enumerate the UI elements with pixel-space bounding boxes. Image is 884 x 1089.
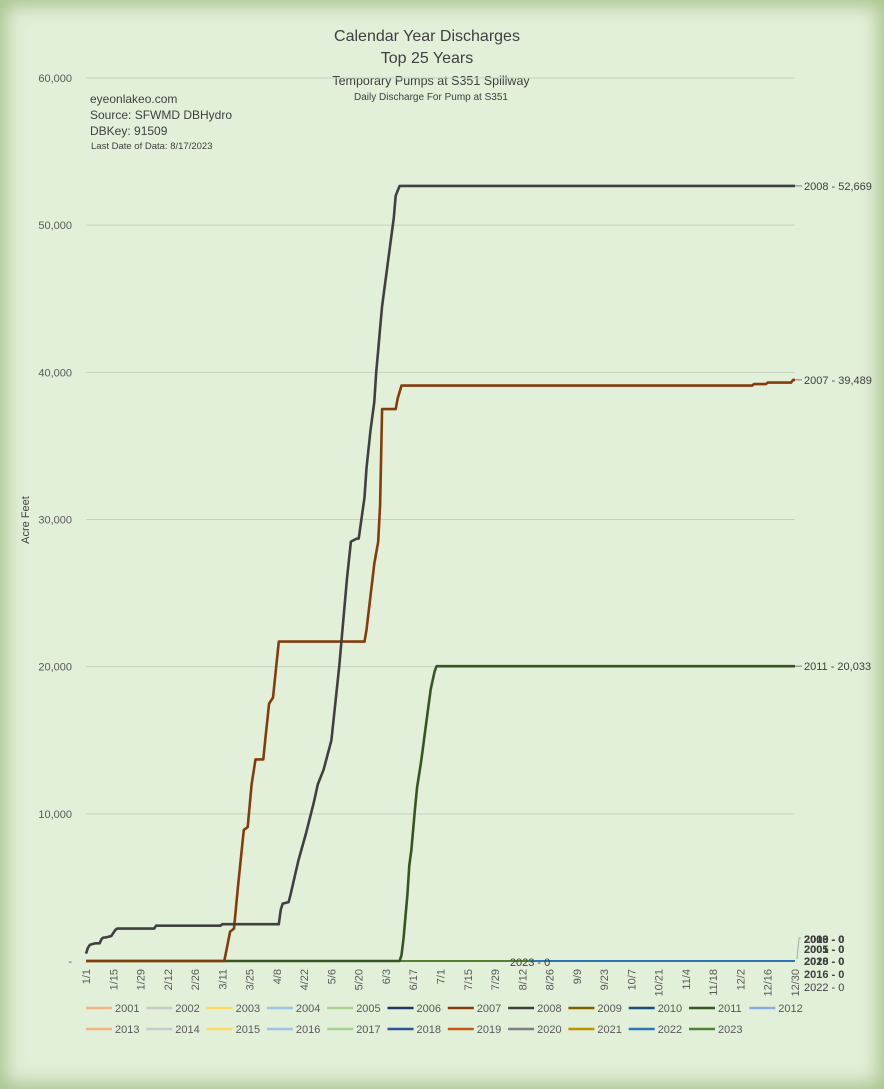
legend-label-2011: 2011 bbox=[718, 1003, 742, 1015]
legend-label-2016: 2016 bbox=[296, 1024, 320, 1036]
legend-label-2022: 2022 bbox=[658, 1024, 682, 1036]
x-tick-label: 1/1 bbox=[81, 969, 93, 984]
info-dbkey: DBKey: 91509 bbox=[90, 124, 168, 138]
legend-label-2019: 2019 bbox=[477, 1024, 501, 1036]
x-tick-label: 11/4 bbox=[681, 969, 693, 990]
legend-label-2021: 2021 bbox=[597, 1024, 621, 1036]
x-tick-label: 4/22 bbox=[299, 969, 311, 990]
info-source: Source: SFWMD DBHydro bbox=[90, 108, 232, 122]
chart-subtitle: Top 25 Years bbox=[381, 50, 474, 67]
x-tick-label: 12/30 bbox=[790, 969, 802, 997]
y-tick-label: 40,000 bbox=[38, 367, 72, 379]
x-tick-label: 3/25 bbox=[245, 969, 257, 990]
x-tick-label: 4/8 bbox=[272, 969, 284, 984]
end-label-zero: 2009 - 0 bbox=[804, 934, 844, 946]
legend-label-2006: 2006 bbox=[417, 1003, 441, 1015]
end-label-zero: 2001 - 0 bbox=[804, 944, 844, 956]
legend-label-2003: 2003 bbox=[236, 1003, 260, 1015]
legend-label-2009: 2009 bbox=[597, 1003, 621, 1015]
series-line-2007 bbox=[86, 378, 795, 963]
x-tick-label: 10/7 bbox=[626, 969, 638, 990]
end-label-zero: 2003 - 0 bbox=[804, 934, 844, 946]
legend-label-2014: 2014 bbox=[175, 1024, 199, 1036]
end-label-zero: 2016 - 0 bbox=[804, 969, 844, 981]
x-tick-label: 5/6 bbox=[326, 969, 338, 984]
end-label: 2007 - 39,489 bbox=[804, 375, 872, 387]
legend-label-2018: 2018 bbox=[417, 1024, 441, 1036]
x-tick-label: 1/15 bbox=[108, 969, 120, 990]
x-tick-label: 2/26 bbox=[190, 969, 202, 990]
legend-label-2008: 2008 bbox=[537, 1003, 561, 1015]
legend-label-2020: 2020 bbox=[537, 1024, 561, 1036]
x-tick-label: 8/12 bbox=[517, 969, 529, 990]
chart-subtitle-2: Temporary Pumps at S351 Spillway bbox=[332, 74, 530, 88]
end-label: 2011 - 20,033 bbox=[804, 661, 871, 673]
y-tick-label: 30,000 bbox=[38, 515, 72, 527]
legend-label-2007: 2007 bbox=[477, 1003, 501, 1015]
end-labels: 2008 - 52,669 2007 - 39,489 2011 - 20,033 2… bbox=[510, 181, 872, 994]
x-tick-label: 10/21 bbox=[654, 969, 666, 997]
legend-label-2012: 2012 bbox=[778, 1003, 802, 1015]
x-tick-label: 11/18 bbox=[708, 969, 720, 996]
y-tick-label: 50,000 bbox=[38, 220, 72, 232]
end-label-zero: 2022 - 0 bbox=[804, 982, 844, 994]
series-line-2011 bbox=[86, 664, 795, 963]
x-tick-label: 6/3 bbox=[381, 969, 393, 984]
end-label-2023: 2023 - 0 bbox=[510, 957, 550, 969]
x-tick-label: 12/2 bbox=[735, 969, 747, 990]
x-tick-label: 6/17 bbox=[408, 969, 420, 990]
legend-label-2001: 2001 bbox=[115, 1003, 139, 1015]
gridlines bbox=[86, 77, 795, 815]
x-tick-label: 2/12 bbox=[163, 969, 175, 990]
info-site: eyeonlakeo.com bbox=[90, 92, 177, 106]
legend-label-2015: 2015 bbox=[236, 1024, 260, 1036]
x-tick-label: 8/26 bbox=[545, 969, 557, 990]
legend-label-2005: 2005 bbox=[356, 1003, 380, 1015]
y-tick-label: - bbox=[68, 956, 72, 968]
legend-label-2013: 2013 bbox=[115, 1024, 139, 1036]
x-tick-label: 7/1 bbox=[436, 969, 448, 984]
x-tick-label: 12/16 bbox=[763, 969, 775, 997]
x-tick-label: 3/11 bbox=[217, 969, 229, 990]
legend: 2001 2002 2003 2004 2005 2006 2007 2008 2009 2010… bbox=[86, 1003, 803, 1036]
series-line-2008 bbox=[84, 184, 795, 955]
end-label-zero: 2018 - 0 bbox=[804, 956, 844, 968]
y-axis-ticks: - 10,000 20,000 30,000 40,000 50,000 60,000 bbox=[38, 73, 72, 968]
legend-label-2010: 2010 bbox=[658, 1003, 682, 1015]
x-tick-label: 1/29 bbox=[136, 969, 148, 990]
end-label-zero: 2020 - 0 bbox=[804, 956, 844, 968]
y-tick-label: 10,000 bbox=[38, 809, 72, 821]
end-label: 2008 - 52,669 bbox=[804, 181, 872, 193]
y-tick-label: 60,000 bbox=[38, 73, 72, 85]
end-label-zero: 2010 - 0 bbox=[804, 934, 844, 946]
x-tick-label: 7/29 bbox=[490, 969, 502, 990]
x-tick-label: 9/9 bbox=[572, 969, 584, 984]
info-last-date: Last Date of Data: 8/17/2023 bbox=[91, 141, 212, 152]
x-tick-label: 7/15 bbox=[463, 969, 475, 990]
chart-title: Calendar Year Discharges bbox=[334, 28, 520, 45]
chart-subtitle-3: Daily Discharge For Pump at S351 bbox=[354, 92, 508, 103]
legend-label-2002: 2002 bbox=[175, 1003, 199, 1015]
x-tick-label: 9/23 bbox=[599, 969, 611, 990]
x-axis-ticks: 1/1 1/15 1/29 2/12 2/26 3/11 3/25 4/8 4/22 5/6 5/2… bbox=[81, 969, 802, 997]
legend-label-2023: 2023 bbox=[718, 1024, 742, 1036]
y-axis-label: Acre Feet bbox=[20, 496, 32, 544]
series-lines bbox=[84, 184, 795, 963]
legend-label-2017: 2017 bbox=[356, 1024, 380, 1036]
end-label-zero: 2005 - 0 bbox=[804, 944, 844, 956]
y-tick-label: 20,000 bbox=[38, 662, 72, 674]
end-label-leader bbox=[796, 937, 801, 960]
legend-label-2004: 2004 bbox=[296, 1003, 320, 1015]
x-tick-label: 5/20 bbox=[354, 969, 366, 990]
